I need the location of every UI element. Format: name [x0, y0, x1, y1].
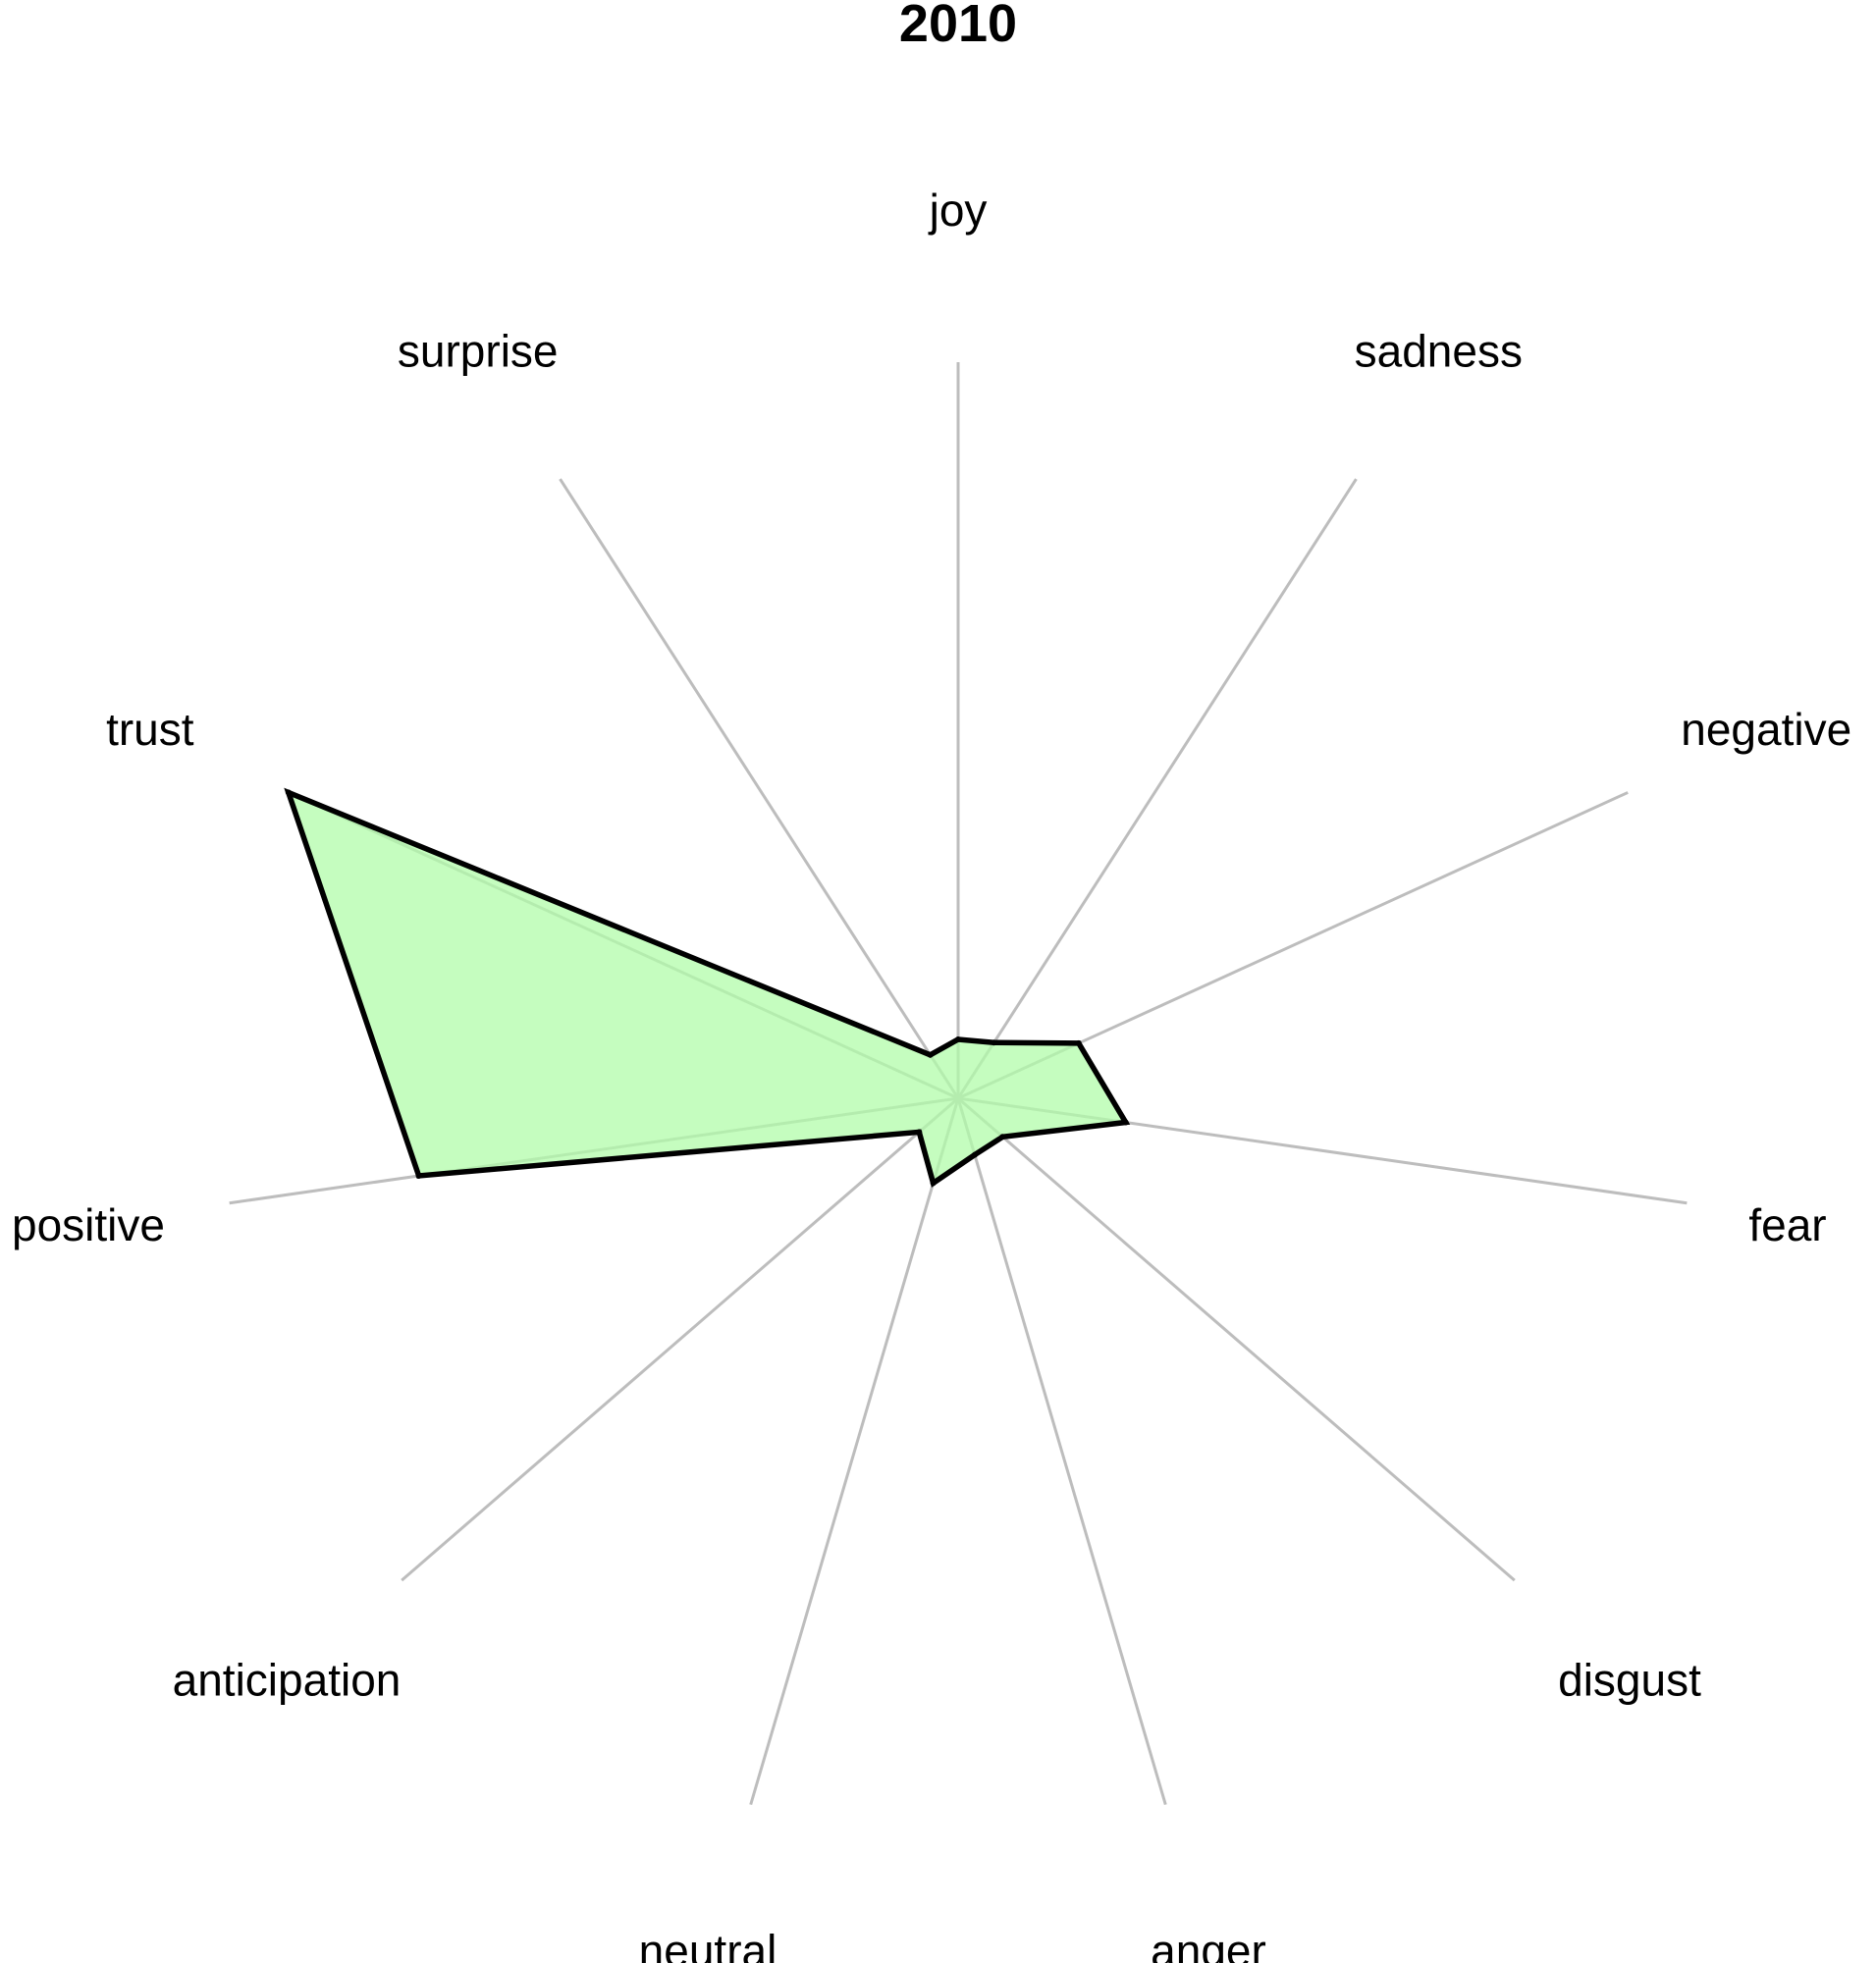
- data-point-joy: [955, 1036, 961, 1042]
- category-label-neutral: neutral: [639, 1925, 777, 1963]
- spoke-disgust: [957, 1096, 1516, 1582]
- spoke-surprise: [559, 478, 960, 1099]
- data-polygon: [284, 787, 1131, 1188]
- data-point-neutral: [930, 1180, 937, 1187]
- data-point-negative: [1075, 1039, 1082, 1046]
- spoke-neutral: [749, 1097, 960, 1806]
- spoke-anticipation: [401, 1096, 959, 1582]
- data-point-surprise: [927, 1051, 934, 1058]
- data-point-anticipation: [916, 1129, 923, 1136]
- category-label-anger: anger: [1151, 1925, 1266, 1963]
- category-label-positive: positive: [12, 1199, 165, 1250]
- data-point-anger: [971, 1151, 978, 1158]
- data-point-positive: [415, 1173, 422, 1179]
- category-label-surprise: surprise: [398, 326, 559, 377]
- spoke-sadness: [956, 478, 1358, 1099]
- data-point-disgust: [999, 1134, 1006, 1141]
- category-label-sadness: sadness: [1355, 326, 1523, 377]
- category-label-fear: fear: [1748, 1199, 1826, 1250]
- category-label-disgust: disgust: [1558, 1655, 1701, 1706]
- data-polygon-layer: [284, 787, 1131, 1188]
- chart-title: 2010: [899, 0, 1017, 53]
- spoke-anger: [956, 1097, 1167, 1806]
- data-point-sadness: [991, 1039, 997, 1046]
- category-labels: joy sadness negative fear disgust anger neutra…: [12, 185, 1851, 1963]
- category-label-joy: joy: [928, 185, 988, 236]
- category-label-negative: negative: [1681, 704, 1851, 755]
- category-label-trust: trust: [106, 704, 194, 755]
- data-point-fear: [1122, 1119, 1129, 1126]
- data-point-trust: [285, 789, 292, 796]
- category-label-anticipation: anticipation: [173, 1655, 402, 1706]
